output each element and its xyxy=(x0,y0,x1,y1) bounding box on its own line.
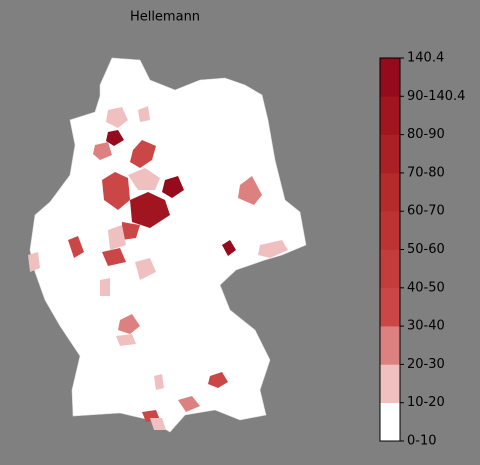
region xyxy=(138,106,150,122)
region xyxy=(102,172,130,210)
region xyxy=(238,176,262,205)
region-shapes xyxy=(28,106,288,430)
colorbar-label: 10-20 xyxy=(407,395,445,410)
region xyxy=(106,130,124,146)
colorbar-label: 40-50 xyxy=(407,280,445,295)
region xyxy=(208,372,228,388)
region xyxy=(106,107,128,128)
region xyxy=(154,374,164,390)
region xyxy=(258,240,288,258)
map-title: Hellemann xyxy=(130,10,200,25)
colorbar-segment xyxy=(380,96,400,135)
region xyxy=(93,142,112,160)
region xyxy=(162,176,184,198)
colorbar-segment xyxy=(380,364,400,403)
colorbar-label: 80-90 xyxy=(407,127,445,142)
colorbar-label: 50-60 xyxy=(407,242,445,257)
region xyxy=(130,140,156,168)
colorbar-segment xyxy=(380,58,400,97)
colorbar-segment xyxy=(380,172,400,212)
colorbar-label: 60-70 xyxy=(407,204,445,219)
region xyxy=(222,240,236,256)
colorbar: 0-10 10-20 20-30 30-40 40-50 50-60 60-70 70-80 8… xyxy=(379,51,465,449)
region xyxy=(118,314,140,334)
colorbar-segment xyxy=(380,249,400,289)
colorbar-label: 70-80 xyxy=(407,165,445,180)
region xyxy=(178,396,200,412)
region xyxy=(108,225,126,250)
colorbar-label: 140.4 xyxy=(407,51,444,66)
region xyxy=(150,418,166,430)
region xyxy=(130,192,170,228)
colorbar-label: 90-140.4 xyxy=(407,89,465,104)
region xyxy=(68,236,84,258)
colorbar-label: 0-10 xyxy=(407,434,437,449)
colorbar-label: 20-30 xyxy=(407,357,445,372)
colorbar-segment xyxy=(380,326,400,365)
colorbar-segment xyxy=(380,134,400,174)
germany-map xyxy=(28,57,307,433)
colorbar-label: 30-40 xyxy=(407,319,445,334)
region xyxy=(100,278,110,296)
region xyxy=(135,258,156,280)
region xyxy=(116,334,136,346)
region xyxy=(28,252,40,272)
region xyxy=(102,248,126,266)
colorbar-segment xyxy=(380,402,400,442)
colorbar-segment xyxy=(380,287,400,327)
region xyxy=(128,168,160,190)
colorbar-segment xyxy=(380,211,400,250)
region xyxy=(122,222,140,240)
